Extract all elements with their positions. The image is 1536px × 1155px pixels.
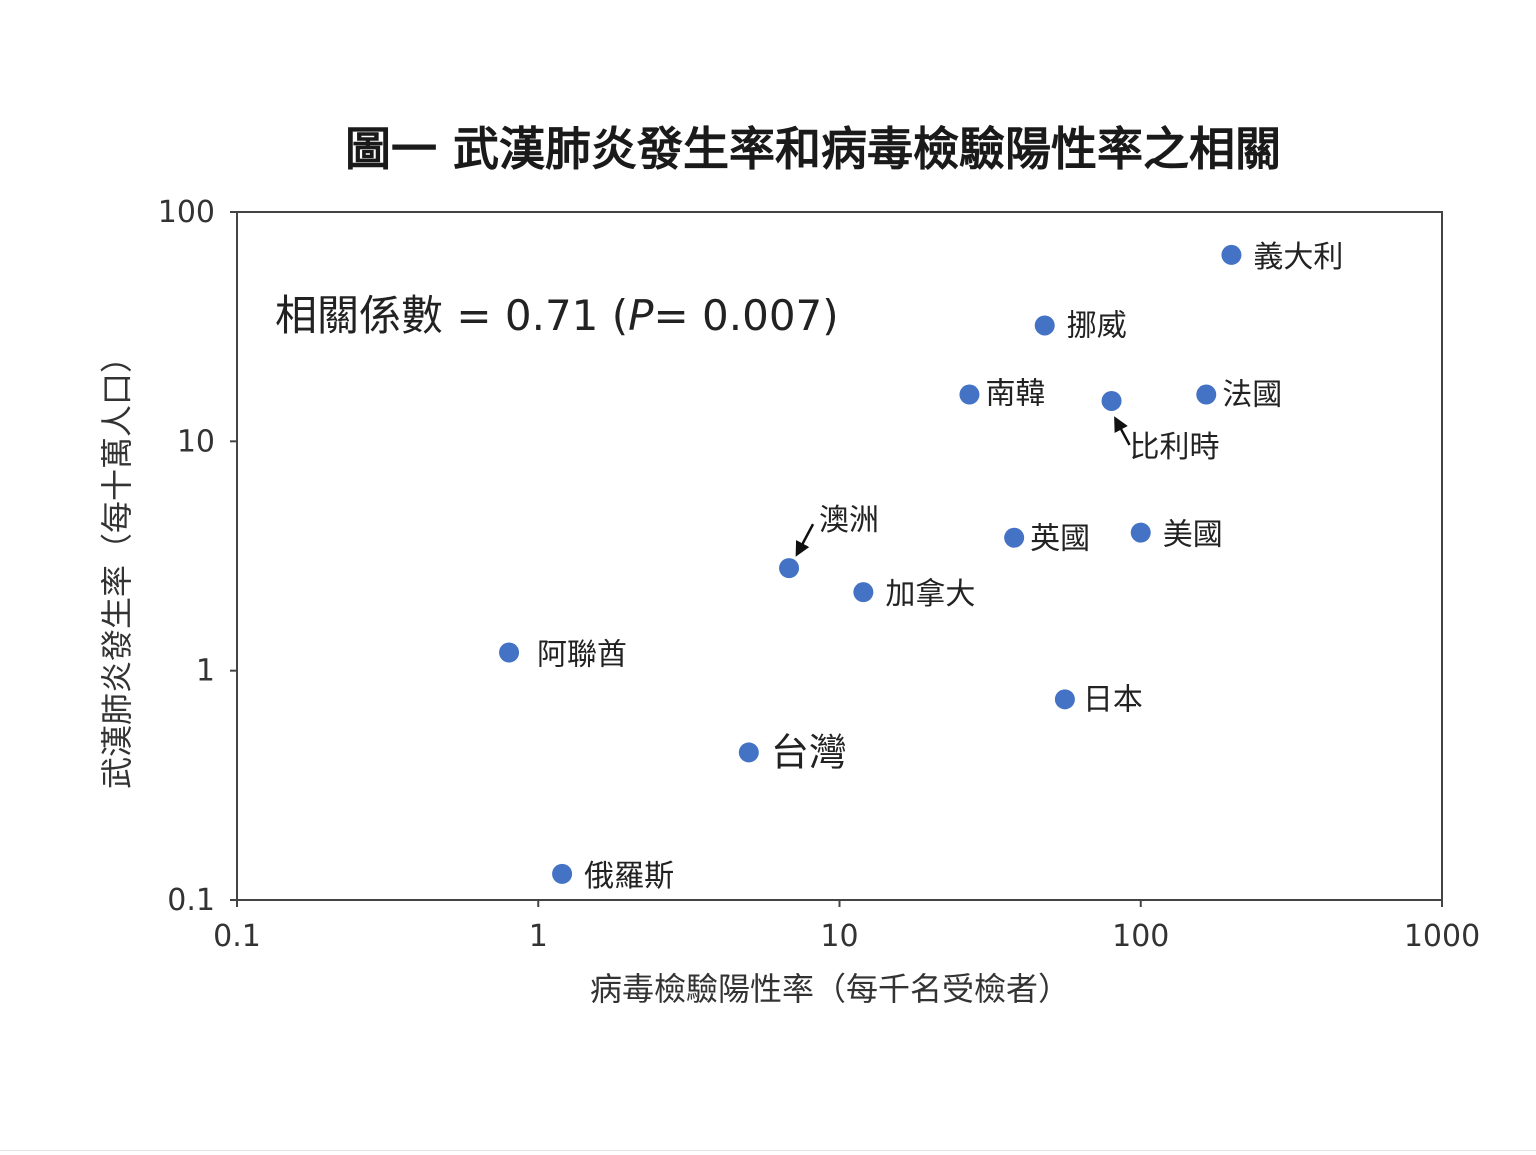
y-tick-label: 0.1 xyxy=(167,883,215,918)
chart-title: 圖一 武漢肺炎發生率和病毒檢驗陽性率之相關 xyxy=(345,122,1281,176)
y-axis-title: 武漢肺炎發生率（每十萬人口） xyxy=(98,341,136,789)
data-point-group: 比利時 xyxy=(1101,390,1220,465)
y-tick-label: 10 xyxy=(177,424,215,459)
data-point xyxy=(1221,244,1242,265)
data-point-label: 俄羅斯 xyxy=(584,859,674,894)
correlation-p-symbol: P xyxy=(628,291,654,340)
data-point-group: 加拿大 xyxy=(853,577,975,612)
data-point xyxy=(1130,522,1151,543)
x-tick-label: 1000 xyxy=(1404,919,1480,954)
x-tick-label: 10 xyxy=(820,919,858,954)
data-point-label: 日本 xyxy=(1083,682,1143,717)
data-point-label: 澳洲 xyxy=(819,503,879,538)
label-arrow xyxy=(1114,416,1131,446)
x-axis-ticks: 0.1 1 10 100 1000 xyxy=(213,900,1480,954)
data-point xyxy=(552,863,573,884)
data-point-label: 比利時 xyxy=(1130,430,1220,465)
correlation-annotation: 相關係數 = 0.71 (P= 0.007) xyxy=(275,291,839,340)
data-point-group: 法國 xyxy=(1196,378,1282,413)
data-point-group: 俄羅斯 xyxy=(552,859,674,894)
data-point-group: 義大利 xyxy=(1221,240,1343,275)
data-point xyxy=(1034,315,1055,336)
data-point-group: 台灣 xyxy=(738,730,847,774)
label-arrow xyxy=(795,523,815,557)
data-point-group: 日本 xyxy=(1054,682,1143,717)
data-point-label: 英國 xyxy=(1030,522,1090,557)
correlation-prefix: 相關係數 = 0.71 ( xyxy=(275,291,628,340)
data-point-label: 台灣 xyxy=(771,730,847,774)
data-point-group: 挪威 xyxy=(1034,308,1127,343)
data-point-label: 南韓 xyxy=(985,377,1045,412)
x-tick-label: 100 xyxy=(1112,919,1169,954)
data-point-group: 澳洲 xyxy=(779,503,879,579)
y-tick-label: 1 xyxy=(196,654,215,689)
data-point-group: 美國 xyxy=(1130,518,1223,553)
data-point-group: 英國 xyxy=(1004,522,1090,557)
data-point-group: 阿聯酋 xyxy=(499,638,627,673)
data-point xyxy=(738,742,759,763)
data-point xyxy=(1004,527,1025,548)
y-tick-label: 100 xyxy=(158,195,215,230)
data-point-label: 挪威 xyxy=(1067,308,1127,343)
data-point xyxy=(779,558,800,579)
data-point-label: 法國 xyxy=(1222,378,1282,413)
x-axis-title: 病毒檢驗陽性率（每千名受檢者） xyxy=(590,970,1070,1008)
data-point xyxy=(853,582,874,603)
data-point xyxy=(1101,390,1122,411)
correlation-suffix: = 0.007) xyxy=(653,291,838,340)
x-tick-label: 1 xyxy=(529,919,548,954)
data-point xyxy=(1196,384,1217,405)
data-point xyxy=(959,384,980,405)
data-point-label: 加拿大 xyxy=(885,577,975,612)
x-tick-label: 0.1 xyxy=(213,919,261,954)
data-point xyxy=(499,642,520,663)
bottom-divider xyxy=(0,1150,1536,1151)
data-point-label: 義大利 xyxy=(1253,240,1343,275)
y-axis-ticks: 0.1 1 10 100 xyxy=(158,195,237,918)
data-point xyxy=(1054,689,1075,710)
data-point-label: 美國 xyxy=(1163,518,1223,553)
data-point-group: 南韓 xyxy=(959,377,1045,412)
data-point-label: 阿聯酋 xyxy=(537,638,627,673)
